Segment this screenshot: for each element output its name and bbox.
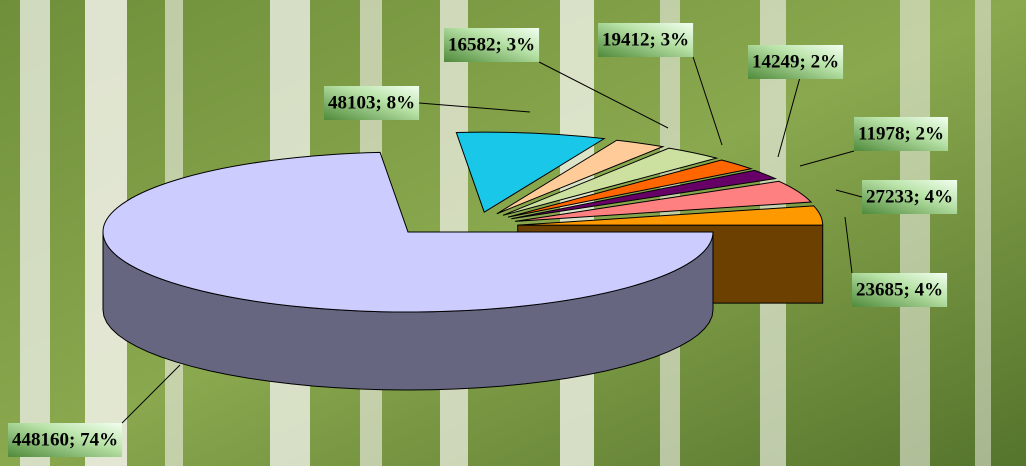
slice xyxy=(502,147,719,216)
leader-line xyxy=(799,150,855,167)
label-box xyxy=(8,423,123,457)
data-label: 48103; 8% xyxy=(328,92,415,113)
label-box xyxy=(748,45,844,79)
pie xyxy=(102,131,824,391)
slice xyxy=(102,151,714,313)
slice xyxy=(511,169,777,220)
leader-line xyxy=(844,216,853,274)
leader-line xyxy=(692,56,723,146)
data-label: 14249; 2% xyxy=(752,51,839,72)
data-label: 11978; 2% xyxy=(858,123,944,144)
data-label: 27233; 4% xyxy=(866,186,953,207)
slice xyxy=(496,139,665,215)
label-box xyxy=(862,180,958,214)
leader-line xyxy=(419,102,531,113)
leader-line xyxy=(777,78,801,158)
slice xyxy=(455,131,606,213)
slice xyxy=(517,205,824,226)
labels: 448160; 74% 48103; 8% 16582; 3% 19412; 3% 14… xyxy=(8,23,958,457)
slice xyxy=(515,180,813,222)
label-box xyxy=(598,23,694,57)
label-box xyxy=(444,28,540,62)
data-label: 448160; 74% xyxy=(12,429,118,450)
leader-line xyxy=(538,61,669,129)
data-label: 23685; 4% xyxy=(856,279,943,300)
label-box xyxy=(324,86,420,120)
data-label: 16582; 3% xyxy=(448,34,535,55)
leader-line xyxy=(121,364,181,424)
label-box xyxy=(854,117,949,151)
leader-line xyxy=(835,189,863,198)
label-box xyxy=(852,273,948,307)
data-label: 19412; 3% xyxy=(602,29,689,50)
slice xyxy=(507,159,754,218)
